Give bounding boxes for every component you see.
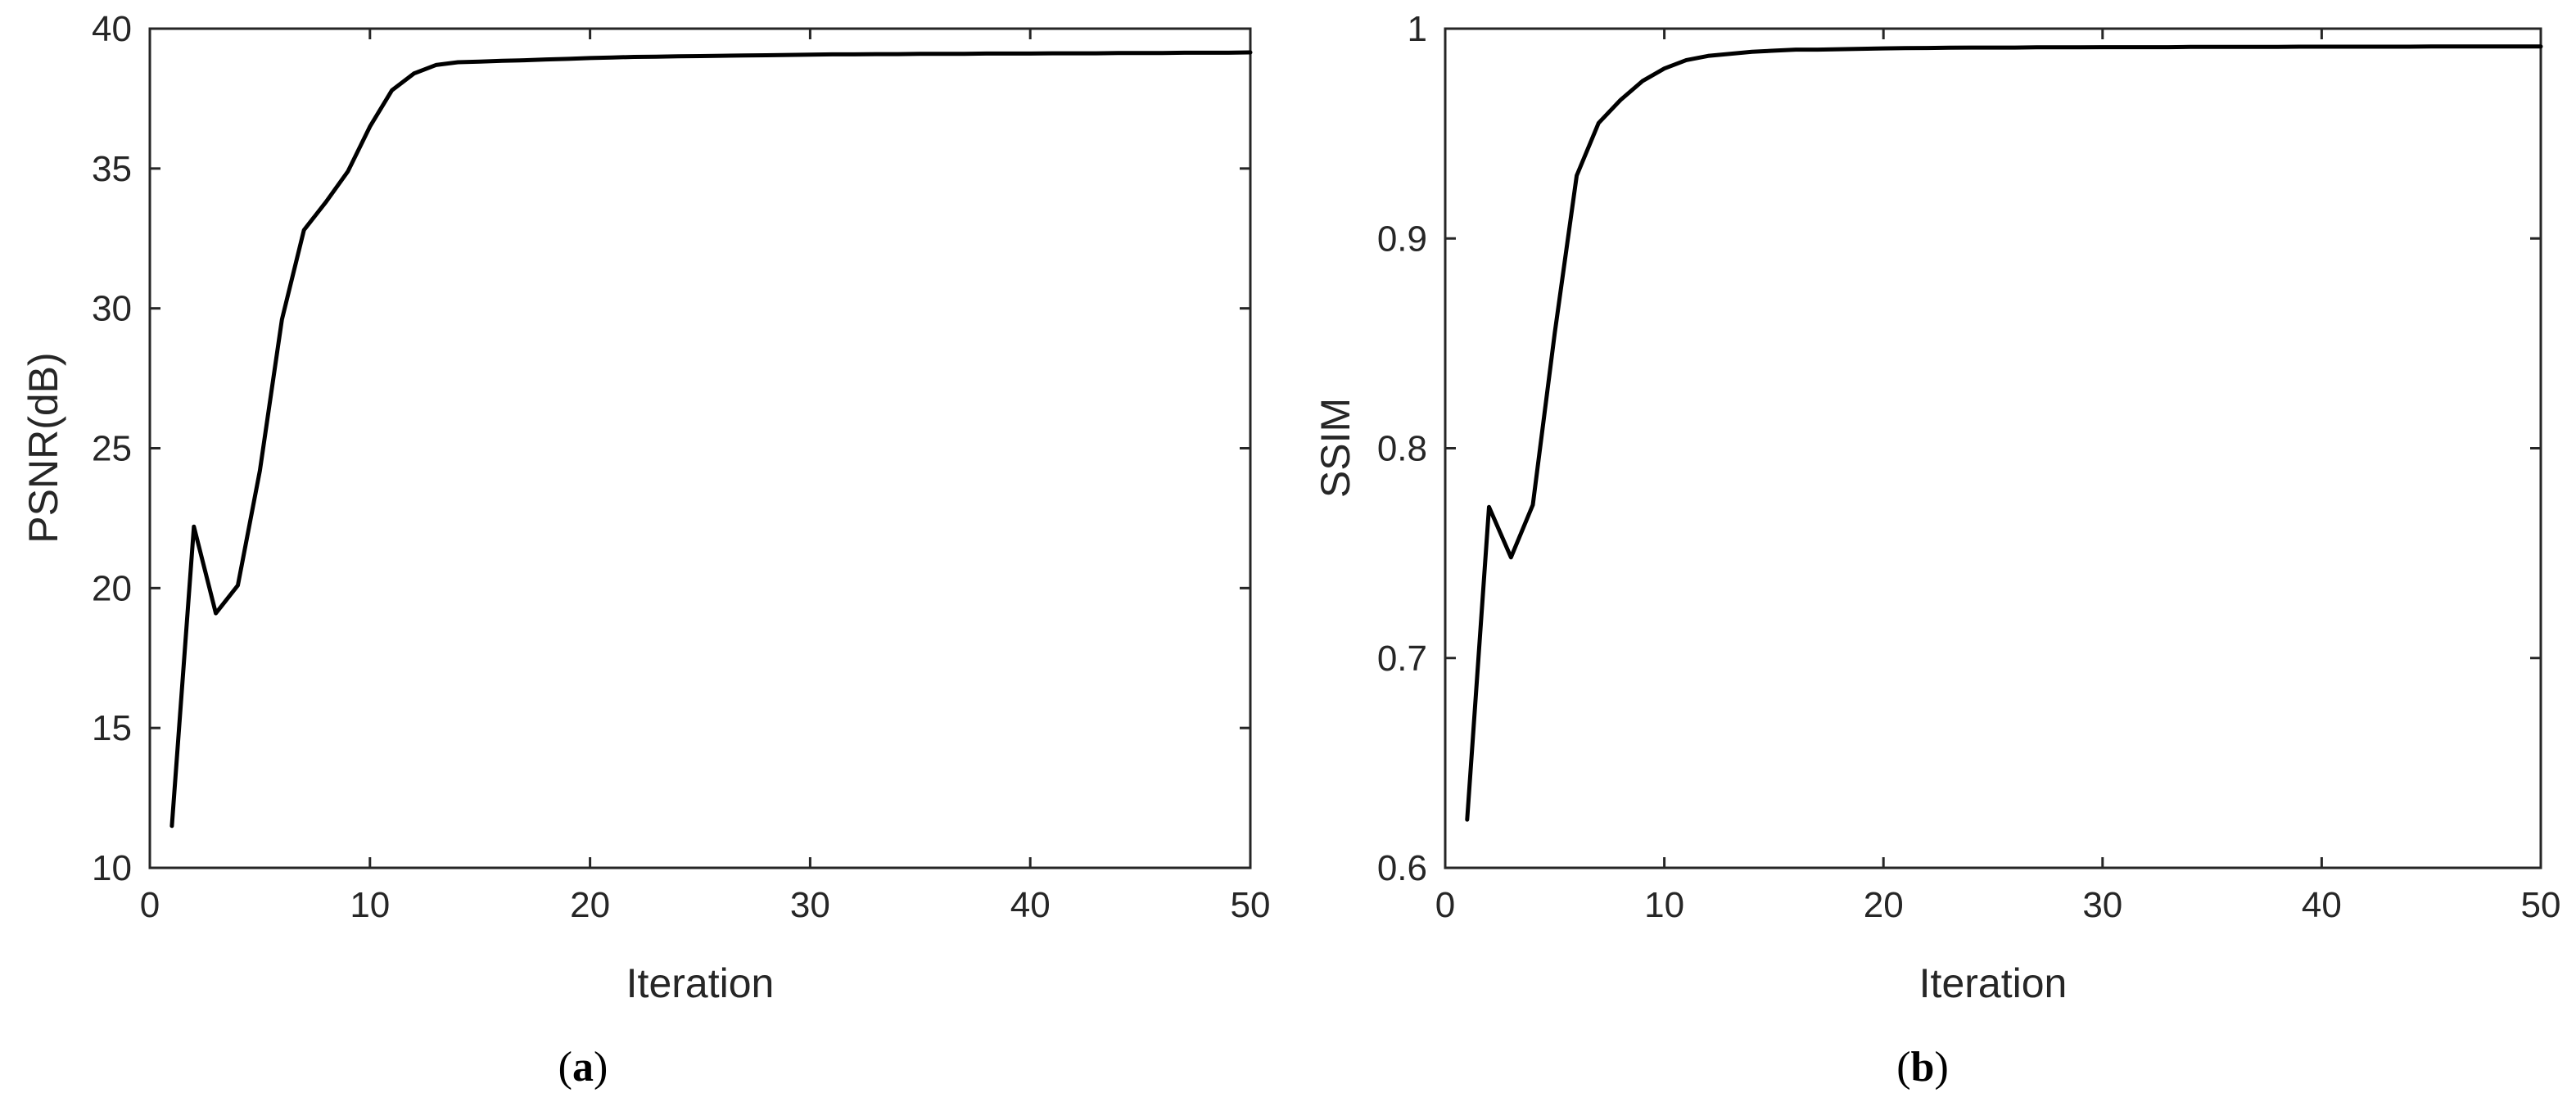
x-axis-ticks: 0 10 20 30 40 50 [1435, 29, 2561, 925]
panel-caption-a: (a) [558, 1044, 608, 1091]
y-tick-label: 0.7 [1377, 639, 1427, 679]
y-axis-label: PSNR(dB) [20, 352, 66, 543]
panel-caption-b: (b) [1896, 1044, 1949, 1091]
x-tick-label: 20 [570, 885, 610, 925]
x-tick-label: 10 [1644, 885, 1684, 925]
y-tick-label: 1 [1408, 9, 1427, 49]
y-tick-label: 10 [92, 848, 132, 888]
ssim-line [1465, 44, 2543, 822]
y-tick-label: 0.8 [1377, 429, 1427, 469]
y-axis-ticks: 10 15 20 25 30 35 40 [92, 9, 1250, 888]
y-tick-label: 20 [92, 568, 132, 608]
x-tick-label: 50 [2521, 885, 2561, 925]
x-tick-label: 20 [1864, 885, 1904, 925]
y-tick-label: 40 [92, 9, 132, 49]
x-tick-label: 10 [350, 885, 390, 925]
y-tick-label: 30 [92, 289, 132, 329]
x-axis-label: Iteration [1919, 960, 2068, 1006]
x-tick-label: 30 [2082, 885, 2122, 925]
psnr-line [169, 50, 1253, 829]
x-tick-label: 40 [2302, 885, 2342, 925]
x-tick-label: 0 [1435, 885, 1455, 925]
y-tick-label: 0.6 [1377, 848, 1427, 888]
x-tick-label: 50 [1231, 885, 1271, 925]
x-axis-ticks: 0 10 20 30 40 50 [140, 29, 1271, 925]
chart-ssim: 0 10 20 30 40 50 0.6 0.7 0.8 0.9 1 Iteration SSIM… [1313, 9, 2560, 1091]
y-axis-ticks: 0.6 0.7 0.8 0.9 1 [1377, 9, 2541, 888]
y-tick-label: 25 [92, 429, 132, 469]
y-tick-label: 35 [92, 149, 132, 189]
x-tick-label: 30 [790, 885, 830, 925]
y-tick-label: 15 [92, 708, 132, 748]
y-tick-label: 0.9 [1377, 219, 1427, 259]
x-axis-label: Iteration [626, 960, 775, 1006]
y-axis-label: SSIM [1313, 398, 1358, 498]
x-tick-label: 0 [140, 885, 160, 925]
x-tick-label: 40 [1010, 885, 1051, 925]
